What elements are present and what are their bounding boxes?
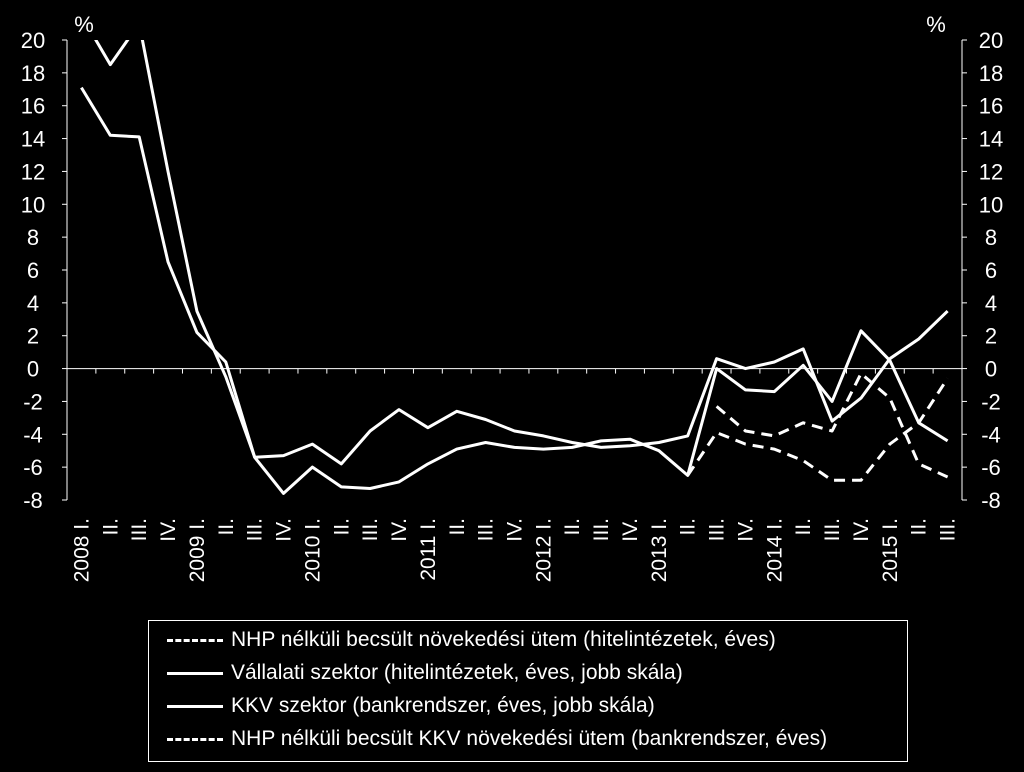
- left-tick-label: 10: [21, 192, 45, 217]
- right-tick-label: 12: [979, 159, 1003, 184]
- legend-swatch: [167, 699, 223, 713]
- legend-entry: KKV szektor (bankrendszer, éves, jobb sk…: [149, 689, 907, 722]
- left-tick-label: 20: [21, 28, 45, 53]
- right-tick-label: 20: [979, 28, 1003, 53]
- right-tick-label: 0: [985, 357, 997, 382]
- x-tick-label: 2014 I.: [763, 518, 786, 582]
- x-tick-label: 2011 I.: [417, 518, 440, 581]
- x-tick-label: IV.: [273, 518, 296, 542]
- x-tick-label: II.: [446, 518, 469, 536]
- left-tick-label: 4: [27, 291, 39, 316]
- series-line-3: [80, 86, 949, 495]
- series-line-4: [686, 377, 949, 482]
- legend-swatch: [167, 666, 223, 680]
- x-tick-label: III.: [128, 518, 151, 541]
- x-tick-label: III.: [475, 518, 498, 541]
- x-tick-label: IV.: [850, 518, 873, 542]
- legend-entry: Vállalati szektor (hitelintézetek, éves,…: [149, 656, 907, 689]
- right-axis-unit-label: %: [926, 12, 946, 37]
- right-tick-label: -8: [981, 488, 1001, 513]
- right-tick-label: 2: [985, 324, 997, 349]
- left-axis-unit-label: %: [74, 12, 94, 37]
- legend-label: NHP nélküli becsült növekedési ütem (hit…: [231, 627, 776, 651]
- series-line-2: [94, 40, 949, 466]
- x-tick-label: IV.: [504, 518, 527, 542]
- right-tick-label: 8: [985, 225, 997, 250]
- x-tick-label: II.: [215, 518, 238, 536]
- left-tick-label: 6: [27, 258, 39, 283]
- axes: [62, 39, 967, 501]
- left-tick-label: -2: [23, 389, 43, 414]
- series-lines: [80, 40, 949, 495]
- legend-label: Vállalati szektor (hitelintézetek, éves,…: [231, 660, 683, 684]
- right-tick-label: 14: [979, 127, 1003, 152]
- x-tick-label: III.: [706, 518, 729, 541]
- right-tick-label: 16: [979, 94, 1003, 119]
- x-tick-label: 2008 I.: [70, 518, 93, 582]
- x-axis-tick-labels: 2008 I. II. III. IV. 2009 I. II. III. IV. 2010 I…: [70, 518, 959, 582]
- left-tick-label: 18: [21, 61, 45, 86]
- legend-entry: NHP nélküli becsült KKV növekedési ütem …: [149, 722, 907, 755]
- x-tick-label: 2013 I.: [648, 518, 671, 582]
- x-tick-label: III.: [821, 518, 844, 541]
- x-tick-label: II.: [677, 518, 700, 536]
- right-tick-label: 6: [985, 258, 997, 283]
- left-tick-label: 12: [21, 159, 45, 184]
- x-tick-label: IV.: [157, 518, 180, 542]
- x-tick-label: IV.: [734, 518, 757, 542]
- legend-label: KKV szektor (bankrendszer, éves, jobb sk…: [231, 693, 655, 717]
- x-tick-label: III.: [359, 518, 382, 541]
- x-tick-label: II.: [792, 518, 815, 536]
- left-tick-label: 16: [21, 94, 45, 119]
- x-tick-label: III.: [244, 518, 267, 541]
- x-tick-label: 2012 I.: [532, 518, 555, 582]
- left-tick-label: 8: [27, 225, 39, 250]
- x-tick-label: 2010 I.: [301, 518, 324, 582]
- x-tick-label: IV.: [388, 518, 411, 542]
- x-tick-label: II.: [99, 518, 122, 536]
- left-tick-label: -6: [23, 455, 43, 480]
- legend-label: NHP nélküli becsült KKV növekedési ütem …: [231, 726, 828, 750]
- x-tick-label: II.: [330, 518, 353, 536]
- x-tick-label: IV.: [619, 518, 642, 542]
- right-tick-label: -2: [981, 389, 1001, 414]
- x-tick-label: 2015 I.: [879, 518, 902, 582]
- left-tick-label: 0: [27, 357, 39, 382]
- x-tick-label: II.: [561, 518, 584, 536]
- x-tick-label: II.: [908, 518, 931, 536]
- x-tick-label: III.: [937, 518, 960, 541]
- legend: NHP nélküli becsült növekedési ütem (hit…: [148, 620, 908, 762]
- x-tick-label: III.: [590, 518, 613, 541]
- left-tick-label: -8: [23, 488, 43, 513]
- right-tick-label: -4: [981, 422, 1001, 447]
- right-tick-label: 18: [979, 61, 1003, 86]
- left-tick-label: 2: [27, 324, 39, 349]
- legend-entry: NHP nélküli becsült növekedési ütem (hit…: [149, 623, 907, 656]
- right-tick-label: -6: [981, 455, 1001, 480]
- x-tick-label: 2009 I.: [186, 518, 209, 582]
- legend-swatch: [167, 633, 223, 647]
- right-tick-label: 4: [985, 291, 997, 316]
- left-tick-label: 14: [21, 127, 45, 152]
- right-tick-label: 10: [979, 192, 1003, 217]
- series-line-1: [715, 372, 949, 479]
- legend-swatch: [167, 732, 223, 746]
- left-tick-label: -4: [23, 422, 43, 447]
